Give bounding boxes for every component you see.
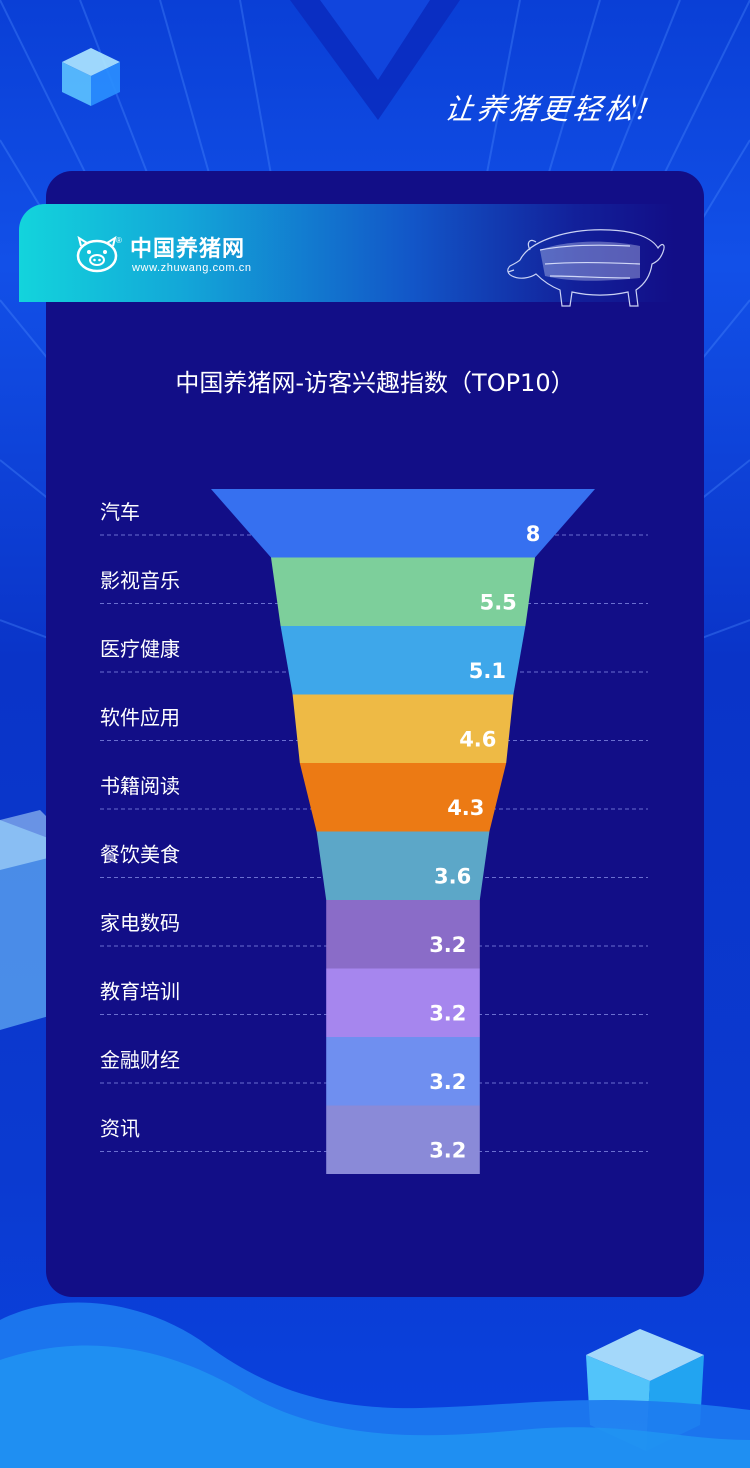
category-label: 影视音乐 xyxy=(100,569,180,593)
category-label: 汽车 xyxy=(100,500,140,524)
value-label: 4.6 xyxy=(459,728,496,752)
brand-banner xyxy=(19,204,674,302)
funnel-segment xyxy=(280,626,526,695)
funnel-segment xyxy=(326,968,480,1037)
category-label: 教育培训 xyxy=(100,980,180,1004)
category-label: 金融财经 xyxy=(100,1048,180,1072)
chart-title: 中国养猪网-访客兴趣指数（TOP10） xyxy=(175,369,575,397)
value-label: 5.1 xyxy=(469,659,506,683)
bottom-wave xyxy=(0,1302,750,1468)
value-label: 3.2 xyxy=(429,1002,466,1026)
category-label: 书籍阅读 xyxy=(100,774,180,798)
cube-decoration-top-left xyxy=(62,48,120,106)
funnel-segment xyxy=(292,694,514,763)
brand-url: www.zhuwang.com.cn xyxy=(132,262,252,274)
brand-name: 中国养猪网 xyxy=(130,237,246,262)
value-label: 3.2 xyxy=(429,1139,466,1163)
value-label: 3.2 xyxy=(429,1070,466,1094)
funnel-segment xyxy=(271,557,535,626)
category-label: 家电数码 xyxy=(100,911,180,935)
value-label: 5.5 xyxy=(480,591,517,615)
funnel-segment xyxy=(326,1037,480,1106)
category-label: 资讯 xyxy=(100,1117,140,1141)
value-label: 4.3 xyxy=(447,796,484,820)
funnel-segment xyxy=(326,900,480,969)
category-label: 医疗健康 xyxy=(100,637,180,661)
category-label: 软件应用 xyxy=(100,706,180,730)
registered-mark: ® xyxy=(116,236,122,245)
value-label: 3.6 xyxy=(434,865,471,889)
value-label: 3.2 xyxy=(429,933,466,957)
pig-logo-icon: ® xyxy=(76,235,122,273)
funnel-segment xyxy=(211,489,595,558)
funnel-segment xyxy=(299,763,507,832)
category-label: 餐饮美食 xyxy=(100,843,180,867)
funnel-segment xyxy=(316,831,490,900)
pig-illustration xyxy=(507,229,665,307)
funnel-segment xyxy=(326,1105,480,1174)
value-label: 8 xyxy=(526,522,541,546)
